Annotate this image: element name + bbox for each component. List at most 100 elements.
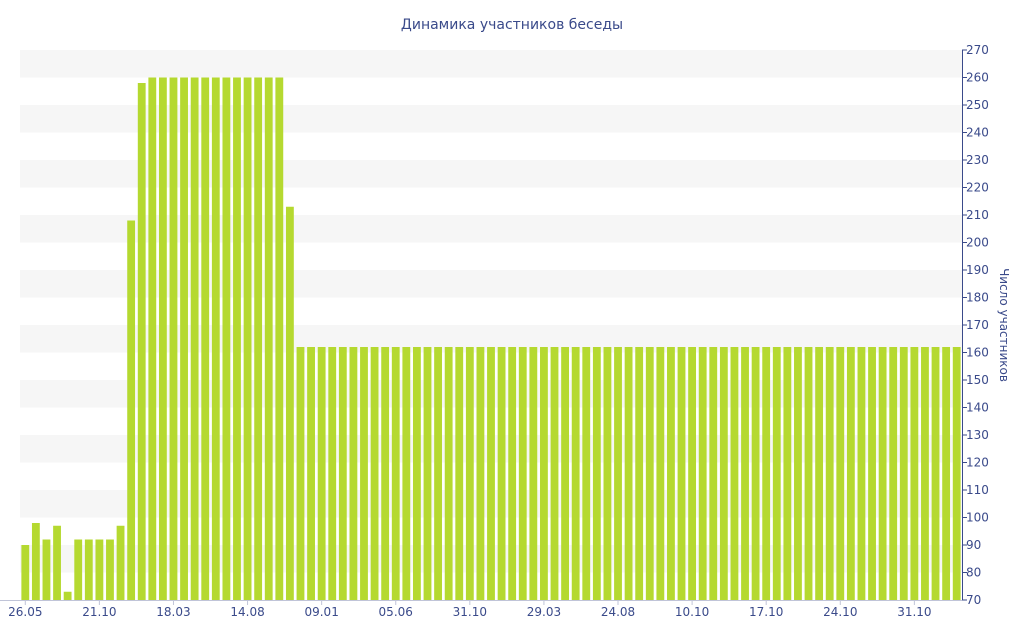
y-tick-label: 230 <box>966 153 989 167</box>
bar <box>127 220 136 600</box>
y-tick-label: 150 <box>966 373 989 387</box>
bar <box>772 347 781 600</box>
x-tick-label: 14.08 <box>230 605 264 619</box>
bar <box>53 525 61 600</box>
chart-title: Динамика участников беседы <box>401 17 623 33</box>
bar <box>158 77 167 600</box>
x-tick-label: 17.10 <box>749 605 783 619</box>
y-tick-label: 220 <box>966 181 989 195</box>
bar <box>719 347 728 600</box>
bar <box>296 347 305 600</box>
bar <box>942 347 951 600</box>
bar <box>285 206 294 600</box>
y-tick-label: 110 <box>966 483 989 497</box>
bar <box>317 347 326 600</box>
bar <box>931 347 940 600</box>
bar-series <box>21 77 961 600</box>
bar <box>540 347 548 600</box>
bar <box>656 347 665 600</box>
bar <box>74 539 83 600</box>
bar <box>370 347 379 600</box>
y-tick-label: 170 <box>966 318 989 332</box>
bar <box>497 347 506 600</box>
bar <box>137 83 146 600</box>
bar <box>518 347 527 600</box>
y-tick-label: 80 <box>966 566 981 580</box>
bar <box>741 347 749 600</box>
bar <box>328 347 337 600</box>
bar <box>921 347 929 600</box>
bar <box>561 347 569 600</box>
x-tick-label: 10.10 <box>675 605 709 619</box>
y-tick-label: 250 <box>966 98 989 112</box>
bar <box>550 347 559 600</box>
x-tick-label: 05.06 <box>379 605 413 619</box>
bar <box>815 347 824 600</box>
bar <box>275 77 284 600</box>
bar <box>31 523 40 600</box>
bar <box>63 591 72 600</box>
bar <box>698 347 707 600</box>
bar <box>857 347 866 600</box>
bar <box>751 347 760 600</box>
bar <box>201 77 210 600</box>
x-tick-label: 31.10 <box>453 605 487 619</box>
bar <box>804 347 813 600</box>
bar <box>730 347 739 600</box>
y-tick-label: 90 <box>966 538 981 552</box>
bar <box>307 347 315 600</box>
bar <box>42 539 51 600</box>
y-tick-label: 190 <box>966 263 989 277</box>
bar <box>614 347 622 600</box>
bar <box>677 347 686 600</box>
bar <box>381 347 390 600</box>
bar <box>635 347 644 600</box>
bar <box>582 347 591 600</box>
bar <box>222 77 231 600</box>
y-tick-label: 100 <box>966 511 989 525</box>
bar <box>794 347 802 600</box>
y-tick-label: 240 <box>966 126 989 140</box>
bar <box>889 347 898 600</box>
bar <box>412 347 421 600</box>
bar <box>233 77 241 600</box>
bar <box>211 77 220 600</box>
bar <box>899 347 908 600</box>
x-tick-label: 21.10 <box>82 605 116 619</box>
y-tick-label: 270 <box>966 43 989 57</box>
bar <box>709 347 718 600</box>
bar <box>434 347 442 600</box>
y-tick-label: 70 <box>966 593 981 607</box>
bar <box>508 347 517 600</box>
bar <box>476 347 485 600</box>
bar <box>402 347 411 600</box>
y-tick-label: 210 <box>966 208 989 222</box>
x-tick-label: 09.01 <box>304 605 338 619</box>
bar <box>878 347 887 600</box>
x-tick-label: 24.10 <box>823 605 857 619</box>
bar <box>465 347 474 600</box>
bar <box>603 347 612 600</box>
grid-band <box>20 50 962 78</box>
bar <box>846 347 855 600</box>
y-tick-label: 130 <box>966 428 989 442</box>
y-axis: 70 80 90 100 110 120 130 140 150 160 170 180 190 200 2… <box>962 43 989 607</box>
bar <box>868 347 876 600</box>
bar <box>254 77 263 600</box>
bar <box>455 347 464 600</box>
bar <box>148 77 157 600</box>
bar <box>529 347 538 600</box>
bar <box>106 539 114 600</box>
x-axis: 26.05 21.10 18.03 14.08 09.01 05.06 31.10 29.03… <box>0 600 962 619</box>
bar <box>243 77 252 600</box>
x-tick-label: 29.03 <box>527 605 561 619</box>
bar <box>688 347 697 600</box>
bar <box>667 347 675 600</box>
bar <box>21 545 30 600</box>
x-tick-label: 24.08 <box>601 605 635 619</box>
bar <box>169 77 178 600</box>
bar <box>762 347 771 600</box>
y-tick-label: 180 <box>966 291 989 305</box>
bar <box>571 347 580 600</box>
